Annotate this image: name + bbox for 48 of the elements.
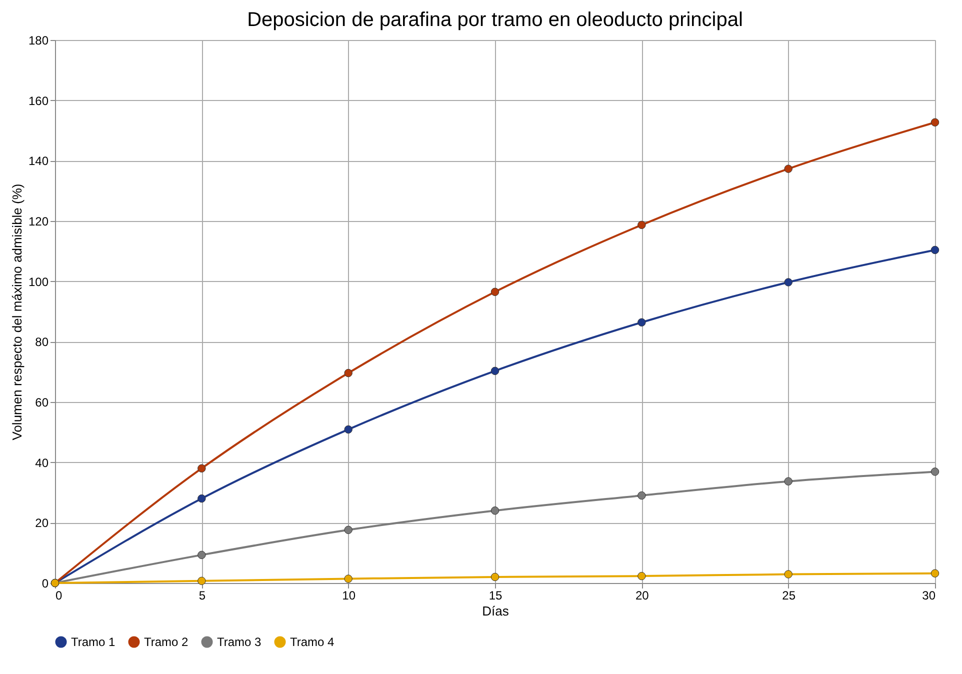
point [784, 477, 792, 486]
y-tick-label: 160 [28, 94, 49, 108]
point [930, 569, 940, 578]
point [490, 366, 500, 376]
point [784, 164, 792, 173]
point [930, 118, 940, 126]
x-tick-label: 10 [342, 588, 356, 602]
x-tick-label: 25 [782, 588, 796, 602]
point [344, 368, 352, 378]
point [638, 491, 646, 500]
point [490, 288, 500, 296]
point [784, 278, 792, 286]
y-tick-label: 0 [42, 576, 49, 590]
x-tick-label: 0 [56, 588, 62, 602]
point [198, 494, 206, 503]
y-axis-title: Volumen respecto del máximo admisible (%) [9, 184, 24, 440]
legend-label: Tramo 3 [217, 635, 262, 649]
point [344, 425, 352, 434]
point [198, 550, 206, 560]
x-tick-label: 15 [488, 588, 502, 602]
point [490, 572, 500, 582]
point [784, 570, 792, 578]
point [930, 246, 940, 254]
x-tick-label: 20 [635, 588, 650, 602]
point [344, 574, 352, 583]
legend-label: Tramo 2 [144, 635, 189, 649]
y-tick-label: 120 [28, 214, 49, 228]
point [198, 576, 206, 586]
legend-label: Tramo 1 [71, 635, 116, 649]
y-tick-label: 100 [28, 274, 49, 289]
point [344, 526, 352, 534]
y-tick-label: 80 [35, 335, 49, 350]
y-tick-label: 180 [28, 34, 49, 48]
x-tick-label: 30 [922, 588, 936, 602]
x-axis-title: Días [482, 604, 510, 618]
point [638, 572, 646, 580]
y-tick-label: 140 [28, 154, 49, 168]
x-tick-label: 5 [198, 588, 206, 602]
y-tick-label: 20 [35, 516, 49, 530]
point [490, 506, 500, 515]
point [930, 468, 940, 476]
chart-title: Deposicion de parafina por tramo en oleoducto principal [247, 9, 743, 31]
point [638, 318, 646, 326]
point [198, 464, 206, 472]
legend-label: Tramo 4 [290, 635, 335, 649]
y-tick-label: 60 [35, 396, 49, 410]
point [638, 220, 646, 230]
y-tick-label: 40 [35, 456, 49, 470]
